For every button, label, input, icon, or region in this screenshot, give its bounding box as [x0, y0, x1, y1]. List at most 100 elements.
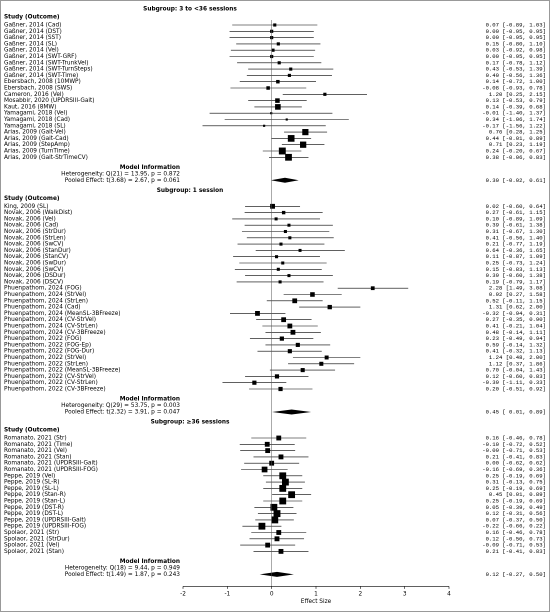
effect-label: -0.22 [-0.66, 0.22] [482, 523, 546, 530]
effect-label: 0.17 [-0.78, 1.12] [486, 59, 546, 66]
effect-square [276, 267, 280, 271]
pooled-diamond [259, 571, 294, 577]
study-name: Peppe, 2019 (Stan-L) [4, 499, 65, 505]
effect-square [300, 141, 307, 148]
study-name: Gaßner, 2014 (SST) [4, 35, 61, 41]
effect-label: 0.39 [-0.60, 1.38] [486, 272, 546, 279]
study-name: Yamagami, 2018 (SL) [3, 123, 66, 129]
pooled-label: 0.30 [-0.02, 0.61] [486, 177, 546, 184]
study-name: Peppe, 2019 (SL-R) [4, 480, 60, 486]
effect-label: -0.01 [-1.40, 1.37] [482, 110, 546, 117]
effect-square [287, 135, 295, 142]
study-name: Phuenpathom, 2024 (MeanSL-3BFreeze) [4, 311, 121, 317]
study-name: Gaßner, 2014 (SWT-Time) [4, 73, 78, 79]
effect-label: 0.41 [-0.32, 1.13] [486, 348, 546, 355]
effect-label: -0.32 [-0.94, 0.31] [482, 310, 546, 317]
effect-square [276, 530, 282, 535]
effect-square [278, 280, 282, 284]
effect-label: 0.12 [-0.60, 0.83] [486, 373, 546, 380]
study-name: Phuenpathom, 2022 (CV-StrVel) [4, 374, 96, 380]
effect-square [276, 435, 282, 441]
effect-label: 0.25 [-0.73, 1.24] [486, 259, 546, 266]
effect-label: 0.13 [-0.53, 0.79] [486, 97, 546, 104]
study-name: Ebersbach, 2008 (10MWP) [4, 79, 81, 85]
x-tick-label: -1 [224, 591, 230, 597]
effect-square [263, 124, 266, 127]
x-tick-label: 3 [403, 591, 407, 597]
study-name: Peppe, 2019 (DST-R) [4, 505, 64, 511]
study-name: Phuenpathom, 2024 (FOG) [4, 286, 82, 292]
study-name: Mosabbir, 2020 (UPDRSIII-Gait) [4, 98, 95, 104]
effect-label: 0.10 [-0.89, 1.09] [486, 215, 546, 222]
study-name: Arias, 2009 (StepAmp) [4, 142, 70, 148]
effect-label: 0.07 [-0.37, 0.50] [486, 516, 546, 523]
study-name: Gaßner, 2014 (Cad) [4, 23, 61, 29]
effect-label: 0.43 [-0.53, 1.39] [486, 66, 546, 73]
effect-label: 0.52 [-0.11, 1.15] [486, 297, 546, 304]
study-name: Phuenpathom, 2024 (CV-StrVel) [4, 317, 96, 323]
effect-square [276, 42, 280, 46]
model-header: Model Information [120, 165, 180, 171]
study-name: Novak, 2006 (Vel) [4, 216, 56, 222]
effect-square [278, 548, 284, 554]
x-tick-label: -2 [180, 591, 186, 597]
study-name: Novak, 2006 (DSDur) [4, 273, 66, 279]
heterogeneity: Heterogeneity: Q(29) = 53.75, p = 0.003 [61, 403, 180, 409]
effect-label: 0.34 [-1.06, 1.74] [486, 116, 546, 123]
effect-square [270, 503, 278, 511]
effect-square [261, 466, 268, 473]
effect-label: 1.24 [0.48, 2.00] [489, 354, 546, 361]
effect-square [287, 73, 291, 77]
effect-label: 0.11 [-0.87, 1.09] [486, 253, 546, 260]
effect-square [266, 86, 270, 90]
study-name: Peppe, 2019 (UPDRSIII-FOG) [4, 524, 86, 530]
effect-label: 0.27 [-0.61, 1.15] [486, 209, 546, 216]
effect-label: -0.39 [-1.11, 0.33] [482, 379, 546, 386]
effect-square [288, 236, 292, 240]
effect-label: 1.12 [0.37, 1.86] [489, 360, 546, 367]
study-name: Gaßner, 2014 (DST) [4, 29, 62, 35]
study-name: Novak, 2006 (StanCV) [4, 254, 68, 260]
model-header: Model Information [120, 397, 180, 403]
effect-label: 0.38 [-0.06, 0.83] [486, 154, 546, 161]
study-name: Phuenpathom, 2022 (MeanSL-3BFreeze) [4, 368, 121, 374]
effect-label: 0.70 [-0.04, 1.43] [486, 367, 546, 374]
study-name: Spolaor, 2021 (Str) [4, 530, 59, 536]
effect-label: 0.24 [-0.20, 0.67] [486, 147, 546, 154]
x-tick-label: 0 [270, 591, 274, 597]
effect-label: 0.25 [-0.19, 0.69] [486, 497, 546, 504]
effect-square [281, 261, 285, 265]
pooled-effect: Pooled Effect: t(2.32) = 3.91, p = 0.047 [65, 410, 181, 416]
effect-square [270, 203, 275, 209]
effect-square [274, 217, 278, 221]
effect-label: 0.27 [-0.35, 0.90] [486, 316, 546, 323]
study-name: Novak, 2006 (StanDur) [4, 248, 71, 254]
effect-square [281, 210, 286, 215]
effect-square [281, 317, 287, 323]
study-name: Kaut, 2016 (8MW) [4, 104, 56, 110]
effect-square [264, 441, 270, 447]
study-name: Novak, 2006 (SwDur) [4, 261, 66, 267]
effect-square [270, 112, 273, 115]
effect-label: -0.10 [-0.72, 0.52] [482, 441, 546, 448]
study-name: Phuenpathom, 2024 (CV-3BFreeze) [4, 330, 106, 336]
x-tick-label: 1 [314, 591, 318, 597]
effect-square [324, 355, 329, 360]
effect-square [285, 118, 288, 121]
study-name: Yamagami, 2018 (Cad) [3, 117, 70, 123]
effect-label: 2.28 [1.49, 3.08] [489, 285, 546, 292]
effect-square [276, 79, 280, 84]
study-name: Novak, 2006 (DSCV) [4, 279, 63, 285]
heterogeneity: Heterogeneity: Q(18) = 9.44, p = 0.949 [65, 565, 180, 571]
study-name: Peppe, 2019 (UPDRSIII-Gait) [4, 517, 86, 523]
study-name: Cameron, 2016 (Vel) [4, 92, 64, 98]
effect-label: 0.59 [-0.14, 1.32] [486, 341, 546, 348]
effect-label: -0.08 [-0.93, 0.78] [482, 84, 546, 91]
effect-square [302, 129, 309, 136]
study-name: Phuenpathom, 2024 (StrVel) [4, 292, 86, 298]
heterogeneity: Heterogeneity: Q(21) = 13.95, p = 0.872 [61, 171, 180, 177]
study-name: Phuenpathom, 2022 (StrVel) [4, 355, 86, 361]
effect-label: 1.20 [0.25, 2.15] [489, 91, 546, 98]
